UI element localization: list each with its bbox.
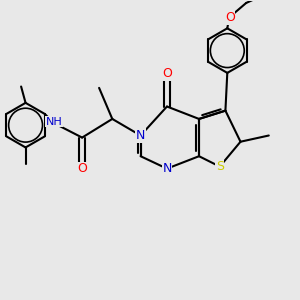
Text: S: S — [216, 160, 224, 173]
Text: O: O — [77, 162, 87, 175]
Text: NH: NH — [46, 117, 62, 127]
Text: O: O — [225, 11, 235, 24]
Text: N: N — [136, 129, 145, 142]
Text: O: O — [162, 67, 172, 80]
Text: N: N — [162, 162, 172, 175]
